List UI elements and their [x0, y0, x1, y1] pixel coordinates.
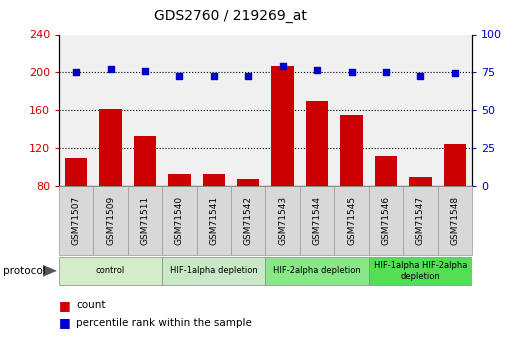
Bar: [265, 186, 300, 255]
Bar: [59, 186, 93, 255]
Bar: [134, 136, 156, 186]
Text: HIF-1alpha HIF-2alpha
depletion: HIF-1alpha HIF-2alpha depletion: [373, 261, 467, 280]
Bar: [162, 257, 265, 285]
Bar: [403, 186, 438, 255]
Text: ■: ■: [59, 299, 71, 312]
Text: HIF-1alpha depletion: HIF-1alpha depletion: [170, 266, 258, 275]
Point: [450, 71, 459, 76]
Text: percentile rank within the sample: percentile rank within the sample: [76, 318, 252, 327]
Text: GDS2760 / 219269_at: GDS2760 / 219269_at: [154, 9, 307, 23]
Text: GSM71507: GSM71507: [72, 196, 81, 245]
Bar: [196, 186, 231, 255]
Text: GSM71509: GSM71509: [106, 196, 115, 245]
Bar: [306, 101, 328, 186]
Point: [244, 73, 252, 79]
Text: GSM71544: GSM71544: [312, 196, 322, 245]
Bar: [369, 257, 472, 285]
Bar: [438, 186, 472, 255]
Point: [210, 73, 218, 79]
Polygon shape: [43, 265, 57, 277]
Text: GSM71541: GSM71541: [209, 196, 219, 245]
Bar: [162, 186, 196, 255]
Point: [72, 70, 81, 75]
Point: [416, 73, 424, 79]
Bar: [231, 186, 266, 255]
Bar: [265, 257, 369, 285]
Bar: [369, 186, 403, 255]
Bar: [374, 156, 397, 186]
Bar: [334, 186, 369, 255]
Point: [382, 70, 390, 75]
Bar: [271, 66, 294, 186]
Point: [107, 66, 115, 71]
Text: GSM71542: GSM71542: [244, 196, 253, 245]
Point: [175, 73, 184, 79]
Text: count: count: [76, 300, 106, 310]
Bar: [100, 109, 122, 186]
Bar: [444, 144, 466, 186]
Bar: [93, 186, 128, 255]
Text: HIF-2alpha depletion: HIF-2alpha depletion: [273, 266, 361, 275]
Text: protocol: protocol: [3, 266, 45, 276]
Bar: [340, 115, 363, 186]
Point: [313, 67, 321, 72]
Bar: [65, 158, 87, 186]
Point: [279, 63, 287, 69]
Bar: [203, 174, 225, 186]
Text: GSM71547: GSM71547: [416, 196, 425, 245]
Bar: [59, 257, 162, 285]
Point: [347, 70, 356, 75]
Text: GSM71548: GSM71548: [450, 196, 459, 245]
Text: GSM71543: GSM71543: [278, 196, 287, 245]
Bar: [128, 186, 162, 255]
Text: control: control: [96, 266, 125, 275]
Text: ■: ■: [59, 316, 71, 329]
Text: GSM71546: GSM71546: [382, 196, 390, 245]
Point: [141, 68, 149, 73]
Bar: [168, 174, 191, 186]
Bar: [300, 186, 334, 255]
Bar: [409, 177, 431, 186]
Text: GSM71540: GSM71540: [175, 196, 184, 245]
Text: GSM71511: GSM71511: [141, 196, 149, 245]
Text: GSM71545: GSM71545: [347, 196, 356, 245]
Bar: [237, 179, 260, 186]
